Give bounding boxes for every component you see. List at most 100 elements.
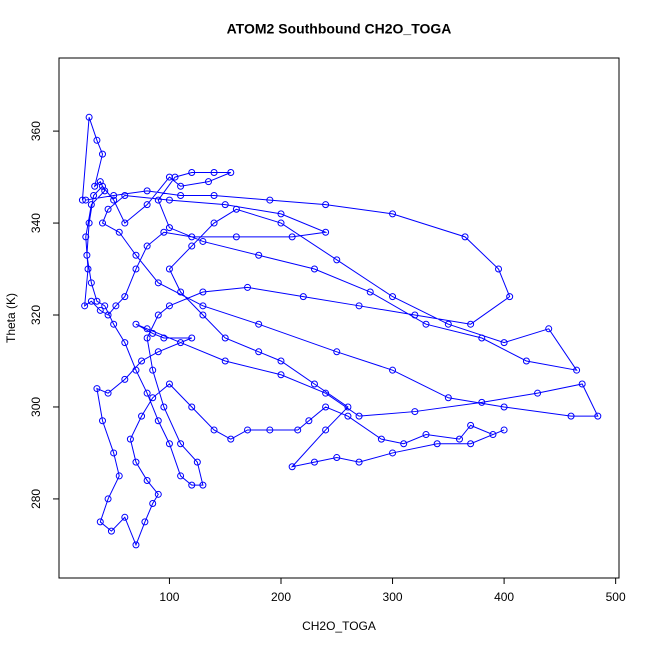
data-point (389, 449, 397, 457)
data-point (165, 265, 173, 273)
data-point (199, 302, 207, 310)
data-point (299, 293, 307, 301)
data-point (91, 182, 99, 190)
data-point (333, 454, 341, 462)
data-point (81, 302, 89, 310)
data-point (165, 440, 173, 448)
data-point (132, 366, 140, 374)
y-tick-label: 300 (29, 397, 43, 417)
data-point (104, 389, 112, 397)
data-point (188, 233, 196, 241)
data-point (96, 306, 104, 314)
data-point (199, 311, 207, 319)
data-point (255, 348, 263, 356)
data-point (199, 481, 207, 489)
data-point (149, 500, 157, 508)
data-point (310, 380, 318, 388)
data-point (149, 394, 157, 402)
data-point (411, 311, 419, 319)
data-point (232, 205, 240, 213)
data-point (277, 219, 285, 227)
data-point (422, 431, 430, 439)
data-point (244, 283, 252, 291)
data-point (500, 403, 508, 411)
data-point (310, 265, 318, 273)
data-point (495, 265, 503, 273)
data-point (132, 265, 140, 273)
data-point (478, 398, 486, 406)
data-point (90, 191, 98, 199)
x-tick-label: 200 (271, 590, 291, 604)
data-point (377, 435, 385, 443)
data-point (221, 334, 229, 342)
data-point (165, 302, 173, 310)
data-point (121, 513, 129, 521)
y-tick-label: 280 (29, 489, 43, 509)
data-point (444, 320, 452, 328)
data-point (82, 196, 90, 204)
data-point (322, 228, 330, 236)
x-tick-label: 400 (494, 590, 514, 604)
data-point (160, 403, 168, 411)
data-point (506, 293, 514, 301)
data-point (266, 426, 274, 434)
x-tick-label: 300 (383, 590, 403, 604)
data-point (121, 293, 129, 301)
data-point (110, 196, 118, 204)
data-point (112, 302, 120, 310)
data-point (478, 334, 486, 342)
data-point (99, 182, 107, 190)
data-point (110, 191, 118, 199)
y-tick-label: 360 (29, 121, 43, 141)
data-point (121, 191, 129, 199)
data-point (149, 329, 157, 337)
data-point (255, 251, 263, 259)
data-point (154, 490, 162, 498)
data-point (188, 403, 196, 411)
data-point (138, 357, 146, 365)
data-point (294, 426, 302, 434)
data-point (277, 357, 285, 365)
data-point (188, 168, 196, 176)
data-point (154, 196, 162, 204)
data-point (232, 233, 240, 241)
data-point (227, 168, 235, 176)
data-point (143, 389, 151, 397)
data-point (355, 458, 363, 466)
data-point (104, 205, 112, 213)
data-point (101, 302, 109, 310)
data-point (177, 191, 185, 199)
data-point (210, 219, 218, 227)
data-point (165, 196, 173, 204)
data-point (165, 173, 173, 181)
data-point (115, 472, 123, 480)
data-point (85, 219, 93, 227)
data-point (221, 357, 229, 365)
data-point (84, 265, 92, 273)
data-point (344, 412, 352, 420)
data-point (149, 366, 157, 374)
data-point (210, 191, 218, 199)
data-point (467, 320, 475, 328)
data-point (99, 219, 107, 227)
data-point (126, 435, 134, 443)
y-tick-label: 320 (29, 305, 43, 325)
data-point (143, 201, 151, 209)
data-point (199, 237, 207, 245)
data-point (534, 389, 542, 397)
data-point (594, 412, 602, 420)
data-point (322, 426, 330, 434)
data-point (143, 187, 151, 195)
data-point (143, 242, 151, 250)
data-point (366, 288, 374, 296)
y-axis-label: Theta (K) (4, 293, 18, 343)
data-point (177, 339, 185, 347)
data-point (467, 440, 475, 448)
data-point (389, 366, 397, 374)
data-point (545, 325, 553, 333)
data-point (322, 403, 330, 411)
data-point (143, 334, 151, 342)
data-point (411, 408, 419, 416)
data-point (104, 311, 112, 319)
